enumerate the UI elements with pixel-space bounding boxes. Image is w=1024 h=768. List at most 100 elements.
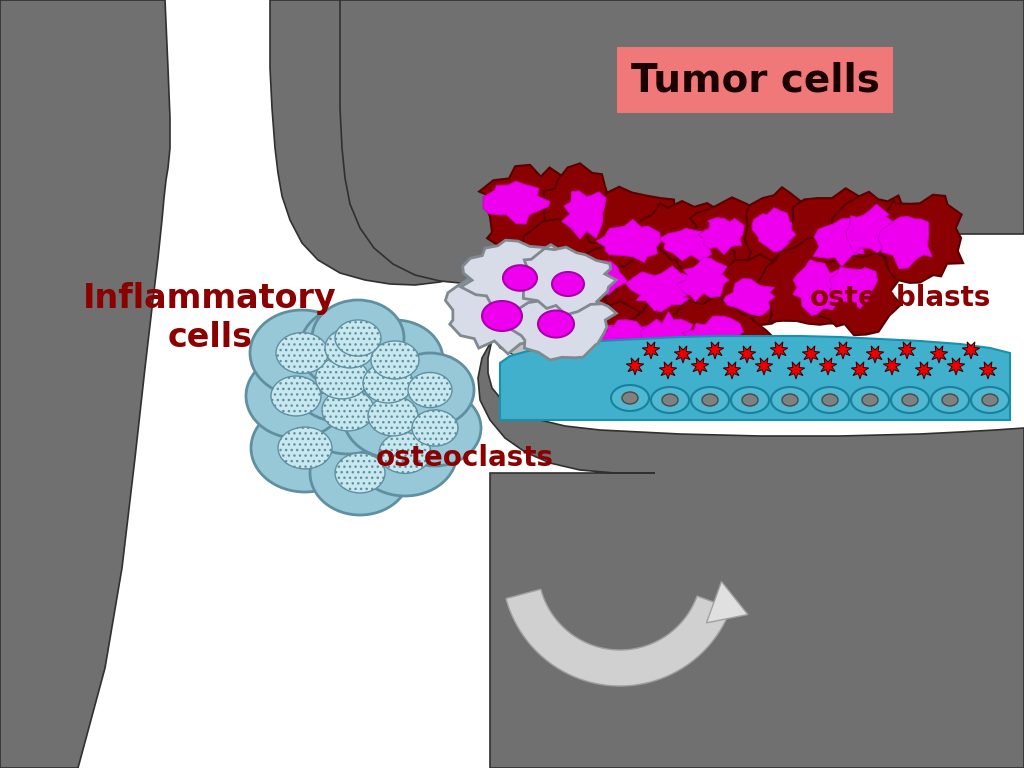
Ellipse shape — [347, 320, 443, 400]
Ellipse shape — [276, 333, 328, 373]
Polygon shape — [626, 201, 730, 280]
Ellipse shape — [338, 341, 438, 425]
Polygon shape — [819, 358, 837, 375]
Ellipse shape — [379, 432, 431, 473]
Polygon shape — [596, 319, 658, 349]
Polygon shape — [755, 237, 865, 325]
Ellipse shape — [325, 328, 375, 368]
Polygon shape — [478, 340, 1024, 768]
Polygon shape — [568, 301, 673, 379]
Ellipse shape — [742, 394, 758, 406]
Polygon shape — [658, 296, 776, 386]
Ellipse shape — [296, 366, 400, 454]
Ellipse shape — [251, 404, 359, 492]
Ellipse shape — [662, 394, 678, 406]
Ellipse shape — [771, 387, 809, 413]
Polygon shape — [479, 165, 581, 251]
Polygon shape — [707, 342, 724, 359]
Polygon shape — [813, 218, 864, 266]
Polygon shape — [674, 346, 692, 363]
Ellipse shape — [278, 427, 332, 469]
Ellipse shape — [343, 374, 443, 458]
Polygon shape — [518, 247, 616, 315]
Polygon shape — [884, 358, 901, 375]
Ellipse shape — [310, 431, 410, 515]
Polygon shape — [626, 266, 697, 312]
Polygon shape — [898, 342, 915, 359]
Polygon shape — [597, 220, 662, 263]
Ellipse shape — [335, 453, 385, 493]
Ellipse shape — [931, 387, 969, 413]
Ellipse shape — [702, 394, 718, 406]
Polygon shape — [930, 346, 948, 363]
Ellipse shape — [289, 334, 395, 422]
Polygon shape — [682, 316, 743, 360]
Polygon shape — [770, 342, 787, 359]
Polygon shape — [829, 192, 926, 290]
Ellipse shape — [246, 354, 346, 438]
Polygon shape — [979, 362, 996, 379]
Ellipse shape — [412, 410, 458, 446]
Ellipse shape — [862, 394, 878, 406]
Polygon shape — [659, 246, 755, 323]
Polygon shape — [866, 346, 884, 363]
Ellipse shape — [408, 372, 452, 408]
Polygon shape — [851, 362, 868, 379]
Ellipse shape — [902, 394, 918, 406]
Polygon shape — [677, 257, 729, 302]
Ellipse shape — [271, 376, 321, 416]
Ellipse shape — [250, 310, 354, 396]
Polygon shape — [865, 195, 964, 283]
Polygon shape — [506, 589, 731, 686]
Polygon shape — [270, 0, 560, 285]
Polygon shape — [642, 342, 659, 359]
Polygon shape — [500, 336, 1010, 420]
Polygon shape — [659, 228, 722, 260]
Polygon shape — [915, 362, 933, 379]
Ellipse shape — [691, 387, 729, 413]
Ellipse shape — [368, 396, 418, 436]
Ellipse shape — [782, 394, 798, 406]
Polygon shape — [756, 358, 773, 375]
Text: osteoblasts: osteoblasts — [809, 284, 990, 312]
Polygon shape — [787, 362, 805, 379]
Polygon shape — [708, 254, 812, 333]
Polygon shape — [497, 219, 611, 317]
Ellipse shape — [503, 265, 537, 291]
Polygon shape — [488, 258, 720, 366]
Polygon shape — [810, 253, 901, 335]
Polygon shape — [627, 358, 644, 375]
Polygon shape — [829, 267, 878, 309]
Ellipse shape — [312, 300, 404, 376]
Ellipse shape — [811, 387, 849, 413]
Polygon shape — [461, 240, 573, 310]
Polygon shape — [738, 346, 756, 363]
Polygon shape — [570, 187, 690, 277]
Ellipse shape — [315, 357, 369, 399]
Polygon shape — [617, 290, 711, 398]
Polygon shape — [641, 312, 692, 367]
Ellipse shape — [362, 363, 413, 403]
Ellipse shape — [942, 394, 958, 406]
Polygon shape — [536, 164, 621, 274]
Polygon shape — [659, 362, 677, 379]
Polygon shape — [562, 245, 667, 324]
Polygon shape — [963, 342, 980, 359]
Polygon shape — [724, 279, 775, 316]
Polygon shape — [707, 581, 748, 623]
Text: osteoclasts: osteoclasts — [376, 444, 554, 472]
Polygon shape — [698, 217, 744, 254]
Ellipse shape — [371, 341, 419, 379]
Ellipse shape — [822, 394, 838, 406]
Ellipse shape — [851, 387, 889, 413]
Polygon shape — [947, 358, 965, 375]
Ellipse shape — [322, 389, 374, 431]
Ellipse shape — [622, 392, 638, 404]
Polygon shape — [691, 358, 709, 375]
Polygon shape — [793, 260, 848, 316]
Text: Inflammatory
cells: Inflammatory cells — [83, 283, 337, 353]
Polygon shape — [562, 190, 606, 239]
Polygon shape — [445, 269, 572, 354]
Ellipse shape — [982, 394, 998, 406]
Ellipse shape — [538, 310, 574, 337]
